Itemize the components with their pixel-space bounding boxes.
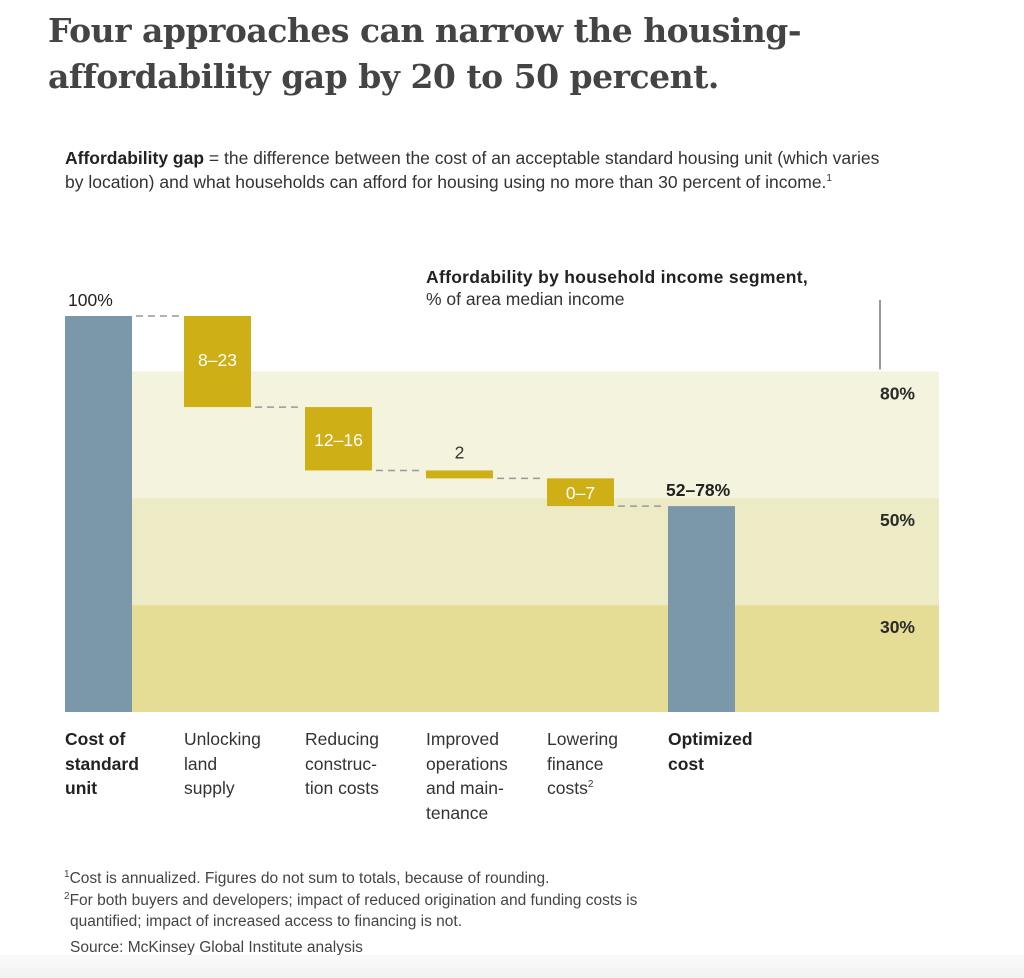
category-label-line: unit <box>65 778 98 798</box>
category-label-5: Lowering finance costs2 <box>547 727 667 801</box>
category-label-line: Optimized <box>668 729 753 749</box>
bar-6 <box>668 506 735 712</box>
category-label-line: operations <box>426 753 508 774</box>
category-label-line: land <box>184 753 218 774</box>
bar-3 <box>305 407 372 471</box>
affordability-gap-definition: Affordability gap = the difference betwe… <box>65 146 885 194</box>
category-label-4: Improved operations and main-tenance <box>426 727 546 825</box>
bar-1 <box>65 316 132 712</box>
band-legend-title: Affordability by household income segmen… <box>426 266 808 310</box>
band-50pct <box>131 498 939 606</box>
source-note: Source: McKinsey Global Institute analys… <box>70 938 363 956</box>
category-label-line: costs2 <box>547 778 594 798</box>
footnote-1-text: Cost is annualized. Figures do not sum t… <box>69 870 550 887</box>
footnotes: 1Cost is annualized. Figures do not sum … <box>64 868 884 958</box>
category-label-3: Reducing construc-tion costs <box>305 727 425 801</box>
category-labels: Cost of standard unit Unlocking land supply Re… <box>0 727 1024 837</box>
footnote-2: 2For both buyers and developers; impact … <box>64 890 884 933</box>
category-label-line: Cost of <box>65 729 126 749</box>
band-legend-heading: Affordability by household income segmen… <box>426 267 809 287</box>
category-label-line: and main- <box>426 778 504 798</box>
definition-term: Affordability gap <box>65 148 205 168</box>
band-label-50pct: 50% <box>880 510 915 530</box>
category-label-line: cost <box>668 753 704 774</box>
category-label-line: Reducing <box>305 729 379 749</box>
footnote-1: 1Cost is annualized. Figures do not sum … <box>64 868 884 890</box>
footnote-ref-1: 1 <box>826 173 832 185</box>
category-label-line: construc- <box>305 753 377 774</box>
category-label-line: tion costs <box>305 778 379 798</box>
data-label-6: 52–78% <box>666 480 731 500</box>
definition-text: = the difference between the cost of an … <box>65 148 880 192</box>
footnote-2-mark: 2 <box>64 890 70 902</box>
data-label-5: 0–7 <box>566 483 595 503</box>
bar-2 <box>184 316 251 408</box>
category-label-line: finance <box>547 753 604 774</box>
band-label-80pct: 80% <box>880 383 915 403</box>
data-label-2: 8–23 <box>198 350 237 370</box>
chart-title: Four approaches can narrow the housing-a… <box>48 11 802 96</box>
category-label-2: Unlocking land supply <box>184 727 304 801</box>
category-label-line: Unlocking <box>184 729 261 749</box>
footnote-1-mark: 1 <box>64 868 70 880</box>
footnote-2-text-b: quantified; impact of increased access t… <box>70 913 463 930</box>
data-label-1: 100% <box>68 290 113 310</box>
category-label-line: standard <box>65 753 139 774</box>
data-label-3: 12–16 <box>314 430 363 450</box>
footnote-ref-2: 2 <box>587 779 594 791</box>
category-label-line: tenance <box>426 802 489 823</box>
category-label-line: Improved <box>426 729 499 749</box>
band-80pct <box>131 371 939 499</box>
bar-4 <box>426 470 493 479</box>
bar-5 <box>547 478 614 507</box>
footnote-2-text-a: For both buyers and developers; impact o… <box>69 891 638 909</box>
bottom-shade <box>0 955 1024 978</box>
category-label-line: Lowering <box>547 729 619 749</box>
category-label-1: Cost of standard unit <box>65 727 185 801</box>
category-label-line: supply <box>184 778 235 798</box>
band-30pct <box>131 605 939 712</box>
data-label-4: 2 <box>455 442 465 462</box>
band-label-30pct: 30% <box>880 617 915 637</box>
category-label-6: Optimized cost <box>668 727 788 776</box>
band-legend-subtitle: % of area median income <box>426 289 625 309</box>
